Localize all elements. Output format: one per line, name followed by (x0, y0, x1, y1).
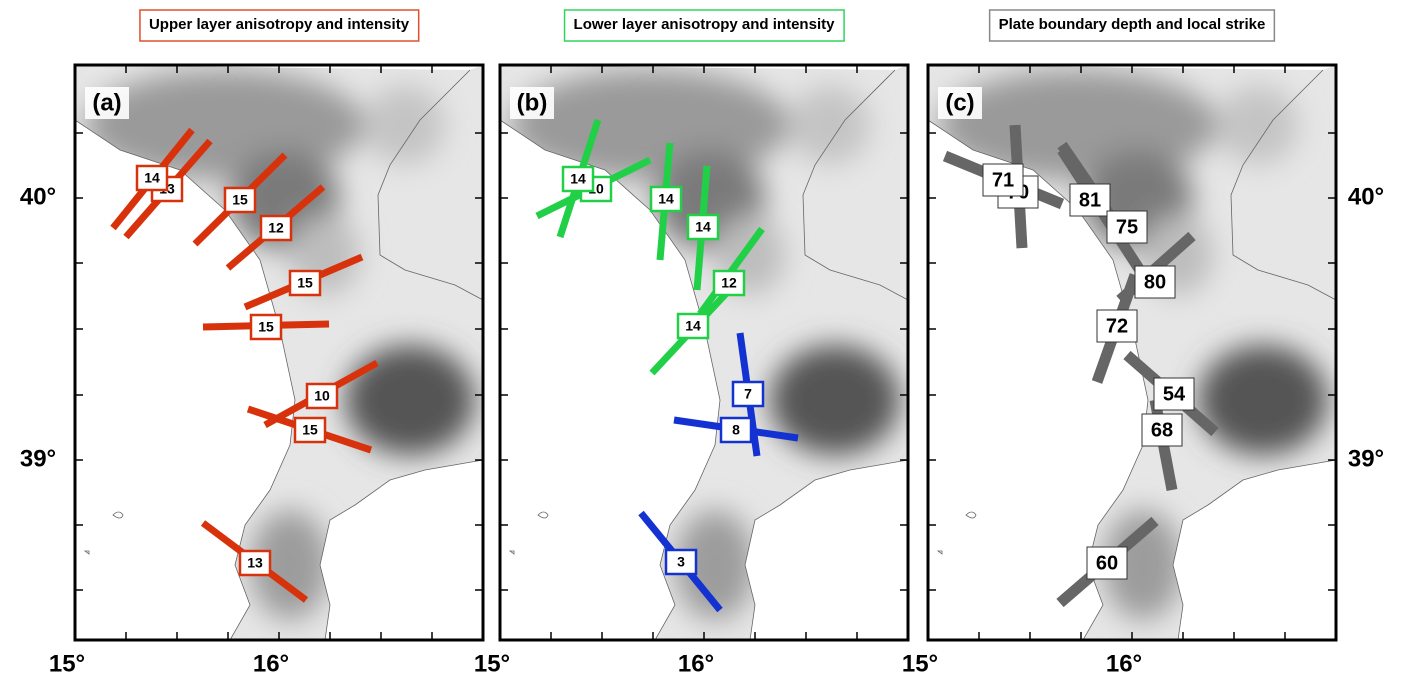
x-tick-label: 16° (678, 650, 714, 677)
x-tick-label: 16° (1106, 650, 1142, 677)
x-tick-label: 15° (474, 650, 510, 677)
value-label: 7 (744, 386, 752, 402)
x-tick-label: 15° (49, 650, 85, 677)
value-label: 13 (247, 555, 263, 571)
value-label: 80 (1144, 271, 1166, 293)
value-label: 60 (1096, 552, 1118, 574)
value-label: 3 (677, 554, 685, 570)
y-tick-label: 39° (1348, 445, 1384, 472)
x-tick-label: 15° (902, 650, 938, 677)
y-tick-label: 39° (20, 445, 56, 472)
y-tick-label: 40° (1348, 183, 1384, 210)
value-label: 10 (314, 388, 330, 404)
value-label: 8 (732, 422, 740, 438)
value-label: 15 (302, 422, 318, 438)
value-label: 68 (1151, 419, 1173, 441)
value-label: 15 (258, 319, 274, 335)
value-label: 75 (1116, 216, 1138, 238)
terrain (75, 65, 483, 640)
value-label: 14 (144, 170, 160, 186)
panel-letter: (c) (945, 89, 974, 116)
value-label: 14 (570, 171, 586, 187)
value-label: 54 (1163, 383, 1186, 405)
value-label: 12 (721, 275, 737, 291)
value-label: 15 (297, 275, 313, 291)
value-label: 72 (1106, 315, 1128, 337)
panel-title: Plate boundary depth and local strike (999, 16, 1266, 33)
value-label: 15 (232, 192, 248, 208)
panel-letter: (a) (92, 89, 121, 116)
map-panel (500, 65, 908, 640)
value-label: 14 (685, 318, 701, 334)
x-tick-label: 16° (253, 650, 289, 677)
figure: Upper layer anisotropy and intensity 13 14… (0, 0, 1405, 686)
panel-title: Lower layer anisotropy and intensity (574, 16, 836, 33)
value-label: 81 (1079, 189, 1101, 211)
terrain (500, 65, 908, 640)
panel-letter: (b) (517, 89, 548, 116)
map-panel (75, 65, 483, 640)
panel-title: Upper layer anisotropy and intensity (149, 16, 410, 33)
value-label: 71 (992, 169, 1014, 191)
y-tick-label: 40° (20, 183, 56, 210)
value-label: 14 (658, 191, 674, 207)
value-label: 14 (695, 219, 711, 235)
value-label: 12 (268, 220, 284, 236)
